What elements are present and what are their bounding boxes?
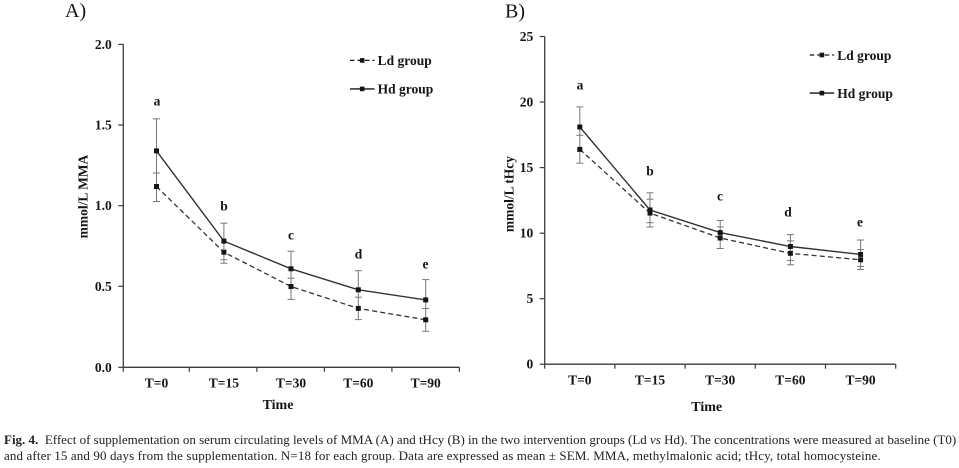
svg-text:d: d — [355, 247, 363, 262]
svg-text:T=15: T=15 — [209, 376, 239, 391]
svg-text:b: b — [646, 164, 654, 179]
svg-text:0: 0 — [526, 357, 533, 372]
svg-text:d: d — [784, 205, 792, 220]
svg-text:0.5: 0.5 — [95, 279, 112, 294]
svg-text:T=90: T=90 — [411, 376, 441, 391]
svg-text:25: 25 — [520, 29, 534, 44]
svg-text:a: a — [577, 78, 584, 93]
svg-text:Hd group: Hd group — [837, 86, 893, 101]
svg-text:Ld group: Ld group — [378, 53, 432, 68]
svg-text:Time: Time — [263, 398, 294, 413]
svg-text:e: e — [423, 257, 429, 272]
svg-text:c: c — [288, 228, 294, 243]
svg-text:Time: Time — [691, 400, 722, 415]
svg-text:T=0: T=0 — [145, 376, 169, 391]
svg-text:15: 15 — [520, 160, 534, 175]
svg-text:10: 10 — [520, 226, 534, 241]
svg-text:T=60: T=60 — [343, 376, 373, 391]
svg-text:1.5: 1.5 — [95, 118, 112, 133]
svg-text:c: c — [717, 189, 723, 204]
svg-text:0.0: 0.0 — [95, 360, 112, 375]
svg-text:T=0: T=0 — [568, 373, 592, 388]
svg-text:5: 5 — [526, 291, 533, 306]
svg-text:T=15: T=15 — [635, 373, 665, 388]
svg-text:T=30: T=30 — [276, 376, 306, 391]
svg-text:mmol/L tHcy: mmol/L tHcy — [502, 156, 517, 232]
svg-text:mmol/L MMA: mmol/L MMA — [76, 154, 91, 238]
svg-text:1.0: 1.0 — [95, 198, 112, 213]
svg-text:a: a — [154, 94, 161, 109]
svg-text:e: e — [857, 215, 863, 230]
svg-text:B): B) — [505, 1, 525, 23]
svg-text:Ld group: Ld group — [837, 48, 891, 63]
svg-text:T=90: T=90 — [845, 373, 875, 388]
svg-text:2.0: 2.0 — [95, 37, 112, 52]
svg-text:20: 20 — [520, 95, 534, 110]
svg-text:Hd group: Hd group — [378, 82, 434, 97]
svg-text:T=60: T=60 — [775, 373, 805, 388]
svg-text:A): A) — [65, 0, 86, 22]
svg-text:b: b — [220, 199, 228, 214]
svg-text:T=30: T=30 — [705, 373, 735, 388]
